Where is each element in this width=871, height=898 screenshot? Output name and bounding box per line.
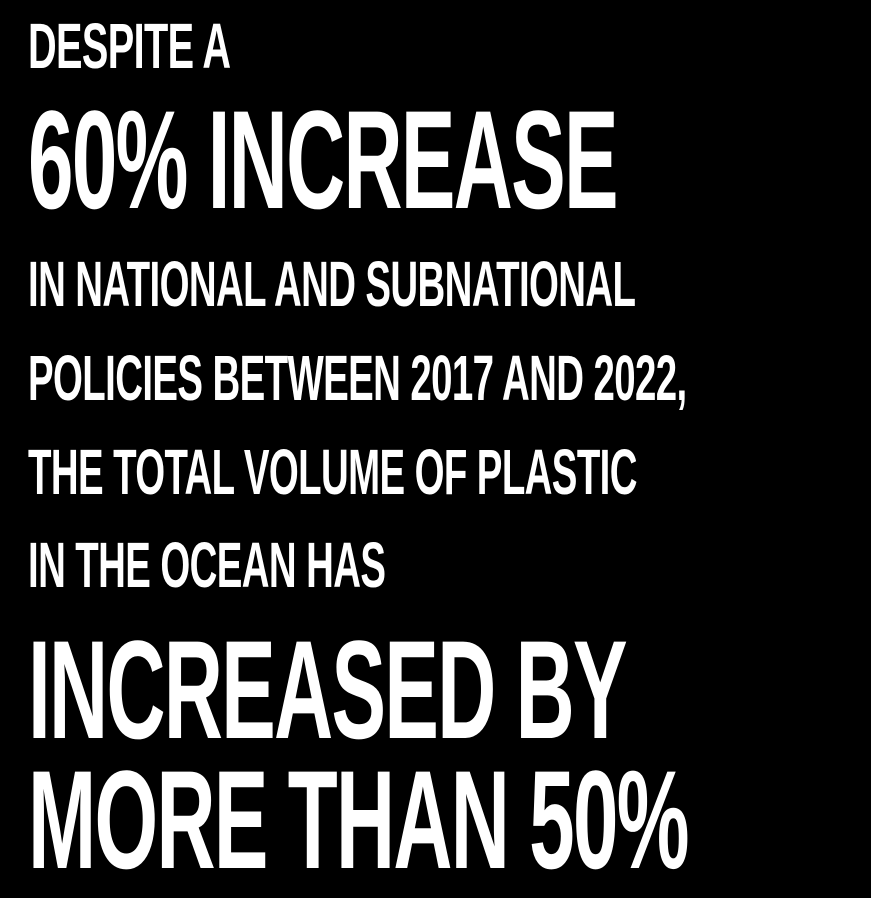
plastic-increase-headline-line-1: INCREASED BY xyxy=(28,611,628,768)
body-text-line-2: POLICIES BETWEEN 2017 AND 2022, xyxy=(28,342,687,414)
body-text-line-4: IN THE OCEAN HAS xyxy=(28,529,386,601)
plastic-increase-headline-line-2: MORE THAN 50% xyxy=(28,741,690,898)
body-text-line-3: THE TOTAL VOLUME OF PLASTIC xyxy=(28,436,637,508)
statement-graphic: DESPITE A 60% INCREASE IN NATIONAL AND S… xyxy=(28,10,690,890)
policy-increase-headline: 60% INCREASE xyxy=(28,81,619,238)
body-text-line-1: IN NATIONAL AND SUBNATIONAL xyxy=(28,248,636,320)
intro-text: DESPITE A xyxy=(28,10,231,82)
